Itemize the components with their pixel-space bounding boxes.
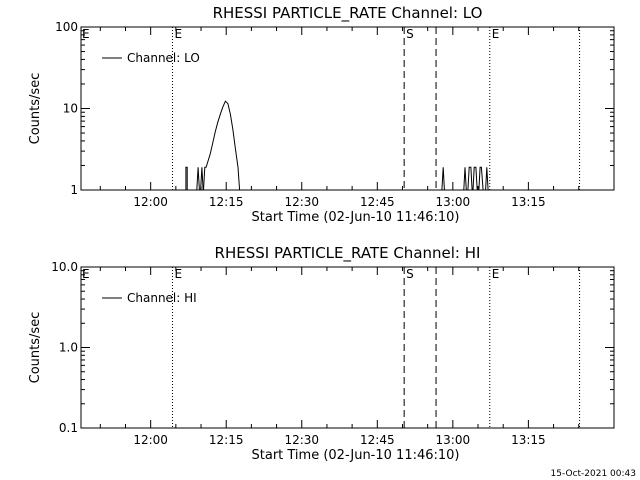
series-line-segment [485, 167, 489, 191]
series-line-segment [441, 167, 445, 191]
series-line-segment [200, 167, 204, 191]
x-tick-label: 13:15 [511, 195, 546, 209]
legend-entry: Channel: LO [127, 51, 200, 65]
series-line-segment [203, 100, 241, 191]
series-line-segment [467, 166, 473, 191]
x-tick-label: 13:15 [511, 433, 546, 447]
x-tick-label: 12:00 [133, 195, 168, 209]
x-tick-label: 12:30 [284, 195, 319, 209]
y-axis-label: Counts/sec [28, 312, 43, 384]
x-tick-label: 13:00 [436, 195, 471, 209]
y-tick-label: 1 [70, 183, 78, 197]
time-marker-label: S [406, 267, 414, 281]
x-tick-label: 13:00 [436, 433, 471, 447]
x-tick-label: 12:15 [209, 195, 244, 209]
x-tick-label: 12:15 [209, 433, 244, 447]
y-tick-label: 0.1 [59, 421, 78, 435]
x-axis-label: Start Time (02-Jun-10 11:46:10) [252, 210, 460, 225]
time-marker-label: E [174, 267, 182, 281]
x-tick-label: 12:00 [133, 433, 168, 447]
x-tick-label: 12:30 [284, 433, 319, 447]
time-marker-label: S [406, 27, 414, 41]
edge-marker-label: E [82, 267, 90, 281]
chart-title: RHESSI PARTICLE_RATE Channel: LO [213, 4, 483, 23]
y-tick-label: 10.0 [51, 260, 78, 274]
series-line-segment [478, 166, 484, 191]
series-line-segment [185, 166, 188, 190]
series-line-segment [196, 167, 200, 191]
y-tick-label: 1.0 [59, 341, 78, 355]
y-tick-label: 100 [55, 20, 78, 34]
x-axis-label: Start Time (02-Jun-10 11:46:10) [252, 448, 460, 463]
edge-marker-label: E [82, 27, 90, 41]
panel-lo: RHESSI PARTICLE_RATE Channel: LO 1 10 100 12… [28, 4, 615, 225]
time-marker-label: E [492, 27, 500, 41]
y-axis-label: Counts/sec [28, 73, 43, 145]
x-tick-label: 12:45 [360, 195, 395, 209]
panel-hi: RHESSI PARTICLE_RATE Channel: HI 0.1 1.0 10… [28, 244, 615, 463]
series-line-segment [472, 166, 478, 191]
x-tick-label: 12:45 [360, 433, 395, 447]
chart-title: RHESSI PARTICLE_RATE Channel: HI [215, 244, 481, 263]
series-line-segment [463, 167, 467, 191]
legend-entry: Channel: HI [127, 291, 197, 305]
time-marker-label: E [174, 27, 182, 41]
time-marker-label: E [492, 267, 500, 281]
y-tick-label: 10 [63, 102, 78, 116]
footer-timestamp: 15-Oct-2021 00:43 [551, 469, 636, 479]
